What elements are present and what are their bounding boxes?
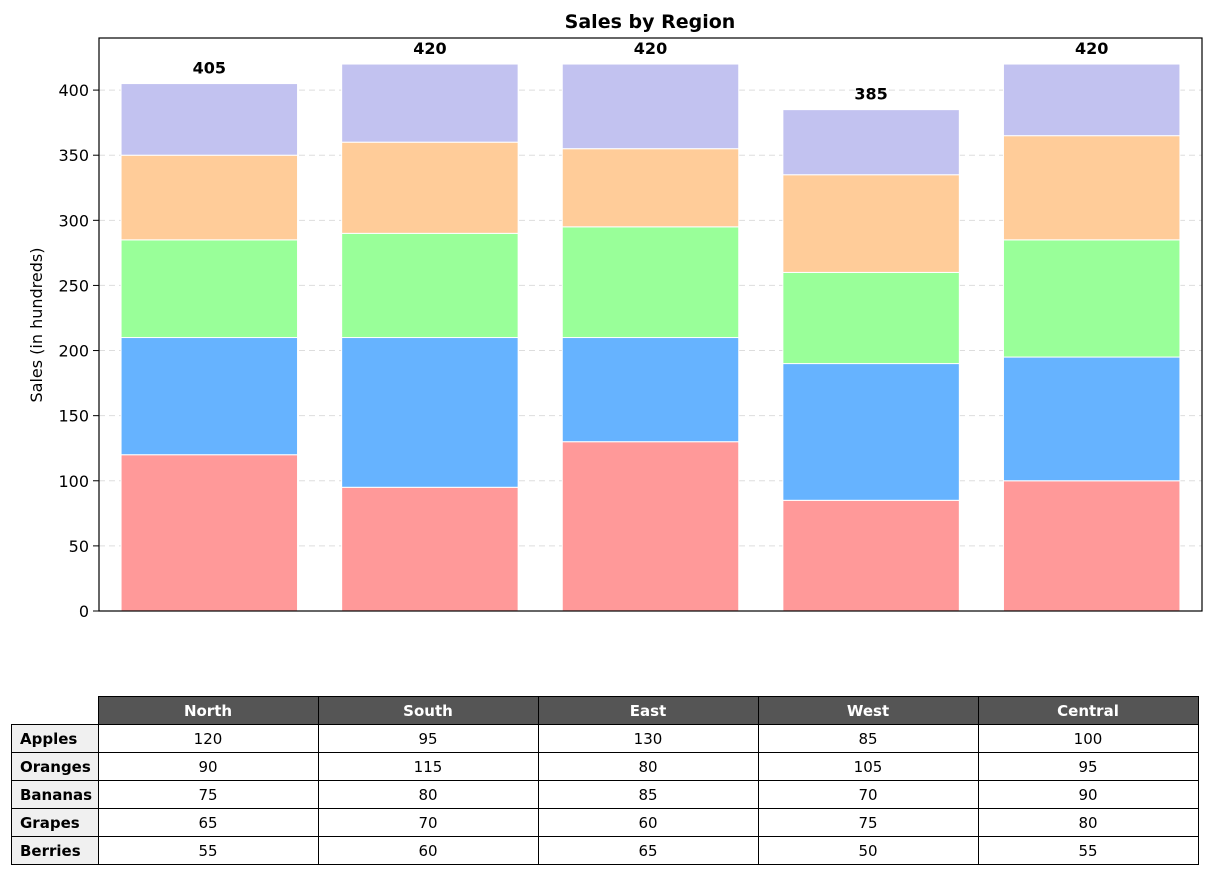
y-tick-label: 50 xyxy=(69,537,89,556)
bars xyxy=(120,63,1181,612)
table-cell: 60 xyxy=(317,836,539,865)
column-header-south: South xyxy=(317,696,539,725)
bar-segment-bananas-east xyxy=(561,226,740,339)
table-cell: 120 xyxy=(97,724,319,753)
y-tick-label: 250 xyxy=(58,276,89,295)
total-label-east: 420 xyxy=(634,39,667,58)
bar-segment-oranges-central xyxy=(1002,356,1181,482)
total-labels: 405 420 420 385 420 xyxy=(193,39,1109,104)
table-cell: 65 xyxy=(97,808,319,837)
plot-frame xyxy=(98,37,1203,612)
table-cell: 130 xyxy=(537,724,759,753)
y-tick-label: 400 xyxy=(58,81,89,100)
table-cell: 115 xyxy=(317,752,539,781)
table-cell: 55 xyxy=(977,836,1199,865)
bar-segment-berries-north xyxy=(120,83,299,156)
bar-segment-grapes-south xyxy=(341,141,519,234)
table-cell: 100 xyxy=(977,724,1199,753)
column-header-central: Central xyxy=(977,696,1199,725)
bar-segment-grapes-east xyxy=(561,148,740,228)
table-cell: 90 xyxy=(977,780,1199,809)
table-cell: 75 xyxy=(97,780,319,809)
bar-segment-berries-south xyxy=(341,63,519,143)
bar-segment-oranges-north xyxy=(120,337,299,456)
table-row: Oranges 90 115 80 105 95 xyxy=(11,752,1199,781)
column-header-north: North xyxy=(97,696,319,725)
stacked-bar-chart: Sales by Region Sales (in hundreds) 4054… xyxy=(27,11,1203,621)
table-cell: 85 xyxy=(537,780,759,809)
y-axis-label: Sales (in hundreds) xyxy=(27,248,46,403)
bar-segment-bananas-central xyxy=(1002,239,1181,358)
column-header-east: East xyxy=(537,696,759,725)
row-header-berries: Berries xyxy=(11,836,99,865)
table-cell: 105 xyxy=(757,752,979,781)
bar-segment-grapes-north xyxy=(120,154,299,241)
total-label-west: 385 xyxy=(854,85,887,104)
table-row: Bananas 75 80 85 70 90 xyxy=(11,780,1199,809)
y-tick-label: 0 xyxy=(79,602,89,621)
row-header-bananas: Bananas xyxy=(11,780,99,809)
row-header-oranges: Oranges xyxy=(11,752,99,781)
table-cell: 50 xyxy=(757,836,979,865)
bar-segment-apples-north xyxy=(120,454,299,612)
bar-segment-grapes-west xyxy=(782,174,960,273)
table-row: Berries 55 60 65 50 55 xyxy=(11,836,1199,865)
bar-segment-berries-east xyxy=(561,63,740,150)
table-cell: 70 xyxy=(317,808,539,837)
bar-segment-oranges-south xyxy=(341,337,519,488)
column-header-west: West xyxy=(757,696,979,725)
table-cell: 70 xyxy=(757,780,979,809)
table-cell: 55 xyxy=(97,836,319,865)
y-tick-label: 200 xyxy=(58,342,89,361)
table-cell: 80 xyxy=(317,780,539,809)
y-tick-label: 350 xyxy=(58,146,89,165)
row-header-apples: Apples xyxy=(11,724,99,753)
bar-segment-oranges-west xyxy=(782,363,960,501)
bar-segment-grapes-central xyxy=(1002,135,1181,241)
table-row: Grapes 65 70 60 75 80 xyxy=(11,808,1199,837)
table-cell: 80 xyxy=(977,808,1199,837)
bar-segment-berries-central xyxy=(1002,63,1181,137)
y-tick-label: 300 xyxy=(58,211,89,230)
total-label-north: 405 xyxy=(193,59,226,78)
y-axis-ticks: 0 50 100 150 200 250 300 350 400 xyxy=(58,81,99,621)
bar-segment-apples-east xyxy=(561,441,740,612)
table-cell: 80 xyxy=(537,752,759,781)
table-body: Apples 120 95 130 85 100 Oranges 90 115 80 105 95 Ba… xyxy=(11,724,1199,865)
bar-segment-apples-west xyxy=(782,499,960,612)
table-cell: 60 xyxy=(537,808,759,837)
y-tick-label: 150 xyxy=(58,407,89,426)
bar-segment-apples-central xyxy=(1002,480,1181,612)
bar-segment-bananas-south xyxy=(341,232,519,339)
bar-segment-bananas-north xyxy=(120,239,299,339)
table-cell: 85 xyxy=(757,724,979,753)
table-row: Apples 120 95 130 85 100 xyxy=(11,724,1199,753)
table-cell: 95 xyxy=(977,752,1199,781)
bar-segment-apples-south xyxy=(341,486,519,612)
total-label-central: 420 xyxy=(1075,39,1108,58)
bar-segment-oranges-east xyxy=(561,337,740,443)
total-label-south: 420 xyxy=(413,39,446,58)
table-cell: 65 xyxy=(537,836,759,865)
data-table: North South East West Central Apples 120 95 130… xyxy=(11,696,1199,865)
table-cell: 95 xyxy=(317,724,539,753)
bar-segment-berries-west xyxy=(782,109,960,176)
table-header-row: North South East West Central xyxy=(12,696,1199,725)
chart-title: Sales by Region xyxy=(565,11,736,33)
table-corner xyxy=(12,697,99,725)
y-tick-label: 100 xyxy=(58,472,89,491)
row-header-grapes: Grapes xyxy=(11,808,99,837)
table-cell: 75 xyxy=(757,808,979,837)
bar-segment-bananas-west xyxy=(782,271,960,365)
table-cell: 90 xyxy=(97,752,319,781)
